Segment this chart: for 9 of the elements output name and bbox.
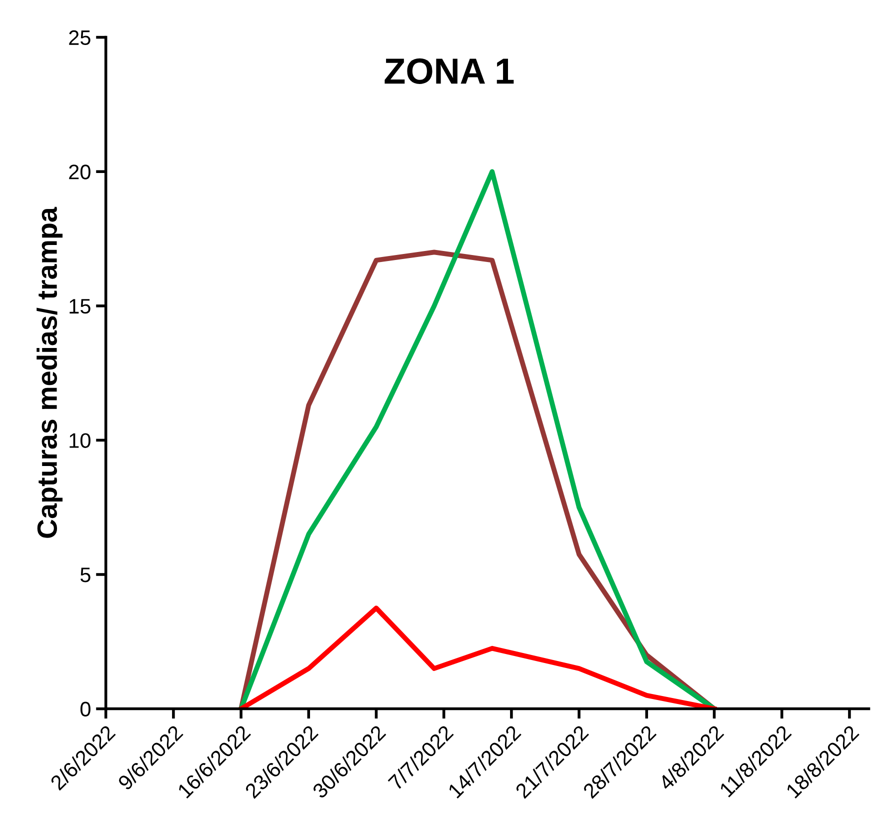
chart-title: ZONA 1 [384,58,514,84]
y-tick-label: 0 [80,702,90,717]
y-tick-label: 20 [69,164,90,180]
y-tick-label: 15 [70,299,90,314]
line-series [238,606,717,709]
y-tick-label: 5 [80,568,90,582]
y-tick-label: 25 [69,30,90,46]
y-tick-label: 10 [70,433,90,448]
y-axis-title: Capturas medias/ trampa [36,206,63,538]
